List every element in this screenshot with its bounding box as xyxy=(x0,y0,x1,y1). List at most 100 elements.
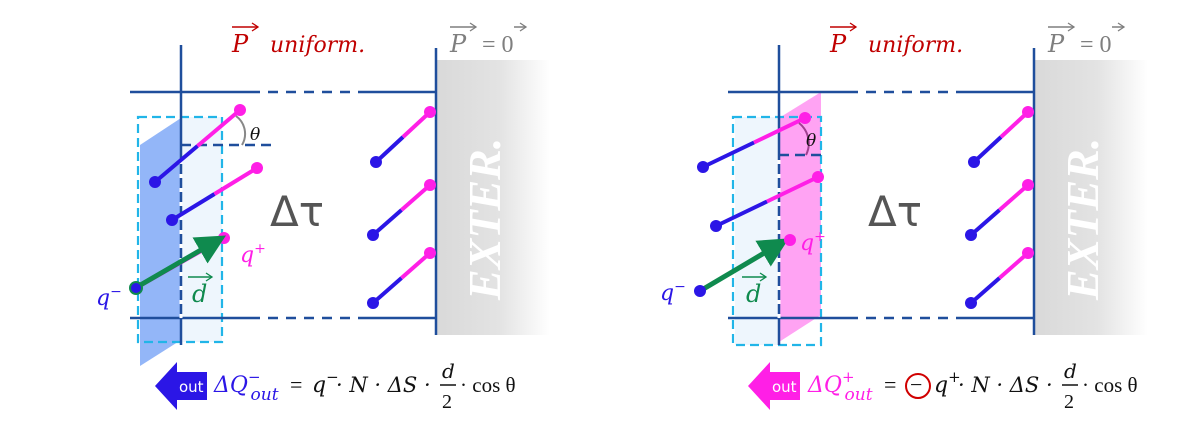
dipole-vector-label: d xyxy=(192,280,207,308)
formula-fraction-denominator: 2 xyxy=(1064,391,1074,413)
formula-charge: q+ xyxy=(934,368,961,398)
polarization-vector-label: P xyxy=(231,30,249,58)
dipole-middle-negative-half xyxy=(715,199,768,228)
formula-delta-q: ΔQ xyxy=(213,373,248,398)
theta-label: θ xyxy=(250,125,260,145)
out-badge-label: out xyxy=(179,378,204,396)
formula-charge: q− xyxy=(312,368,339,398)
dipole-vector-arrow xyxy=(698,238,789,294)
formula-equals: = xyxy=(884,372,896,397)
formula-factors: · N · ΔS · xyxy=(958,373,1053,397)
out-arrow-badge xyxy=(155,362,207,410)
out-arrow-badge xyxy=(748,362,800,410)
dipole-right-top-negative-charge xyxy=(968,156,980,168)
formula-lhs-sub: out xyxy=(845,385,873,405)
q-plus-sup: + xyxy=(814,229,826,245)
formula-lhs: ΔQ− out xyxy=(213,368,279,405)
dipole-bottom-negative-charge xyxy=(129,281,143,295)
q-minus-symbol: q xyxy=(96,286,110,311)
dipole-vector-arrow xyxy=(135,235,226,290)
formula-cos-theta: · cos θ xyxy=(460,373,516,397)
dipole-vector-label: d xyxy=(746,280,761,308)
inner-slab-fill xyxy=(181,117,222,342)
dipole-label-arrow-head xyxy=(759,272,768,282)
theta-arc xyxy=(798,122,810,156)
dipole-right-middle-negative-charge xyxy=(367,229,379,241)
volume-element-label: Δτ xyxy=(270,187,324,236)
formula-factors: · N · ΔS · xyxy=(336,373,431,397)
formula-circled-sign: − xyxy=(910,372,922,397)
dipole-middle-positive-half xyxy=(766,175,819,204)
dipole-top-negative-half xyxy=(702,140,755,169)
dipole-right-top-negative-charge xyxy=(370,156,382,168)
exterior-label: EXTER. xyxy=(459,138,510,301)
dipole-right-top-positive-half xyxy=(999,110,1030,139)
polarization-arrow-head xyxy=(251,22,260,32)
dipole-right-top-negative-half xyxy=(972,135,1003,164)
dipole-right-top-positive-charge xyxy=(424,106,436,118)
positive-charge-slab xyxy=(779,92,821,342)
dipole-right-middle-negative-half xyxy=(969,208,1001,237)
dipole-top-positive-charge xyxy=(234,104,246,116)
exterior-region xyxy=(437,60,550,335)
formula-charge-symbol: q xyxy=(934,373,948,398)
dipole-right-bottom-positive-charge xyxy=(424,247,436,259)
dipole-right-middle-positive-half xyxy=(400,183,432,212)
dipole-middle-positive-half xyxy=(213,166,259,196)
formula-lhs-sup: + xyxy=(842,368,855,386)
polarization-arrow-head xyxy=(849,22,858,32)
theta-label: θ xyxy=(806,131,816,151)
dipole-right-bottom-negative-charge xyxy=(367,297,379,309)
q-plus-label: q+ xyxy=(800,229,826,256)
dipole-right-middle-positive-half xyxy=(998,183,1030,212)
dipole-bottom-positive-charge xyxy=(218,232,230,244)
theta-arc xyxy=(235,115,247,146)
formula-equals: = xyxy=(290,372,302,397)
dipole-right-bottom-negative-charge xyxy=(965,297,977,309)
dipole-top-negative-charge xyxy=(149,176,161,188)
dipole-middle-negative-charge xyxy=(710,220,722,232)
formula-charge-symbol: q xyxy=(312,373,326,398)
dipole-right-middle-negative-charge xyxy=(965,229,977,241)
dipole-right-bottom-positive-charge xyxy=(1022,247,1034,259)
q-minus-sup: − xyxy=(110,284,122,300)
dipole-top-positive-half xyxy=(196,108,242,148)
zero-vector-label: = 0 xyxy=(1080,32,1112,58)
q-plus-sup: + xyxy=(254,241,266,257)
dipole-right-bottom-positive-half xyxy=(998,251,1030,280)
dipole-right-bottom-negative-half xyxy=(371,276,403,305)
formula-charge-sup: + xyxy=(948,368,961,386)
dipole-right-middle-positive-charge xyxy=(1022,179,1034,191)
q-minus-label: q− xyxy=(96,284,122,311)
dipole-right-bottom-negative-half xyxy=(969,276,1001,305)
zero-vector-arrow-head xyxy=(519,22,528,32)
outer-slab-fill xyxy=(735,117,779,345)
q-plus-symbol: q xyxy=(800,231,814,256)
exterior-label: EXTER. xyxy=(1057,138,1108,301)
dipole-middle-negative-charge xyxy=(166,214,178,226)
dipole-right-top-negative-half xyxy=(374,135,405,164)
exterior-region xyxy=(1035,60,1148,335)
dipole-top-negative-half xyxy=(153,144,199,184)
exterior-polarization-arrow-head xyxy=(1067,22,1076,32)
exterior-polarization-label: P xyxy=(449,30,467,58)
dipole-top-negative-charge xyxy=(697,161,709,173)
circled-sign-highlight xyxy=(905,373,931,399)
zero-vector-label: = 0 xyxy=(482,32,514,58)
q-minus-label: q− xyxy=(660,279,686,306)
volume-element-label: Δτ xyxy=(868,187,922,236)
negative-charge-slab xyxy=(140,118,181,366)
exterior-polarization-label: P xyxy=(1047,30,1065,58)
dipole-top-positive-charge xyxy=(799,112,811,124)
formula-lhs: ΔQ+ out xyxy=(807,368,873,405)
q-minus-symbol: q xyxy=(660,281,674,306)
dipole-label-arrow-head xyxy=(205,272,214,282)
dipole-middle-negative-half xyxy=(170,192,216,222)
formula-fraction-numerator: d xyxy=(442,359,455,383)
dipole-middle-positive-charge xyxy=(812,171,824,183)
exterior-polarization-arrow-head xyxy=(469,22,478,32)
dipole-bottom-positive-charge xyxy=(784,234,796,246)
